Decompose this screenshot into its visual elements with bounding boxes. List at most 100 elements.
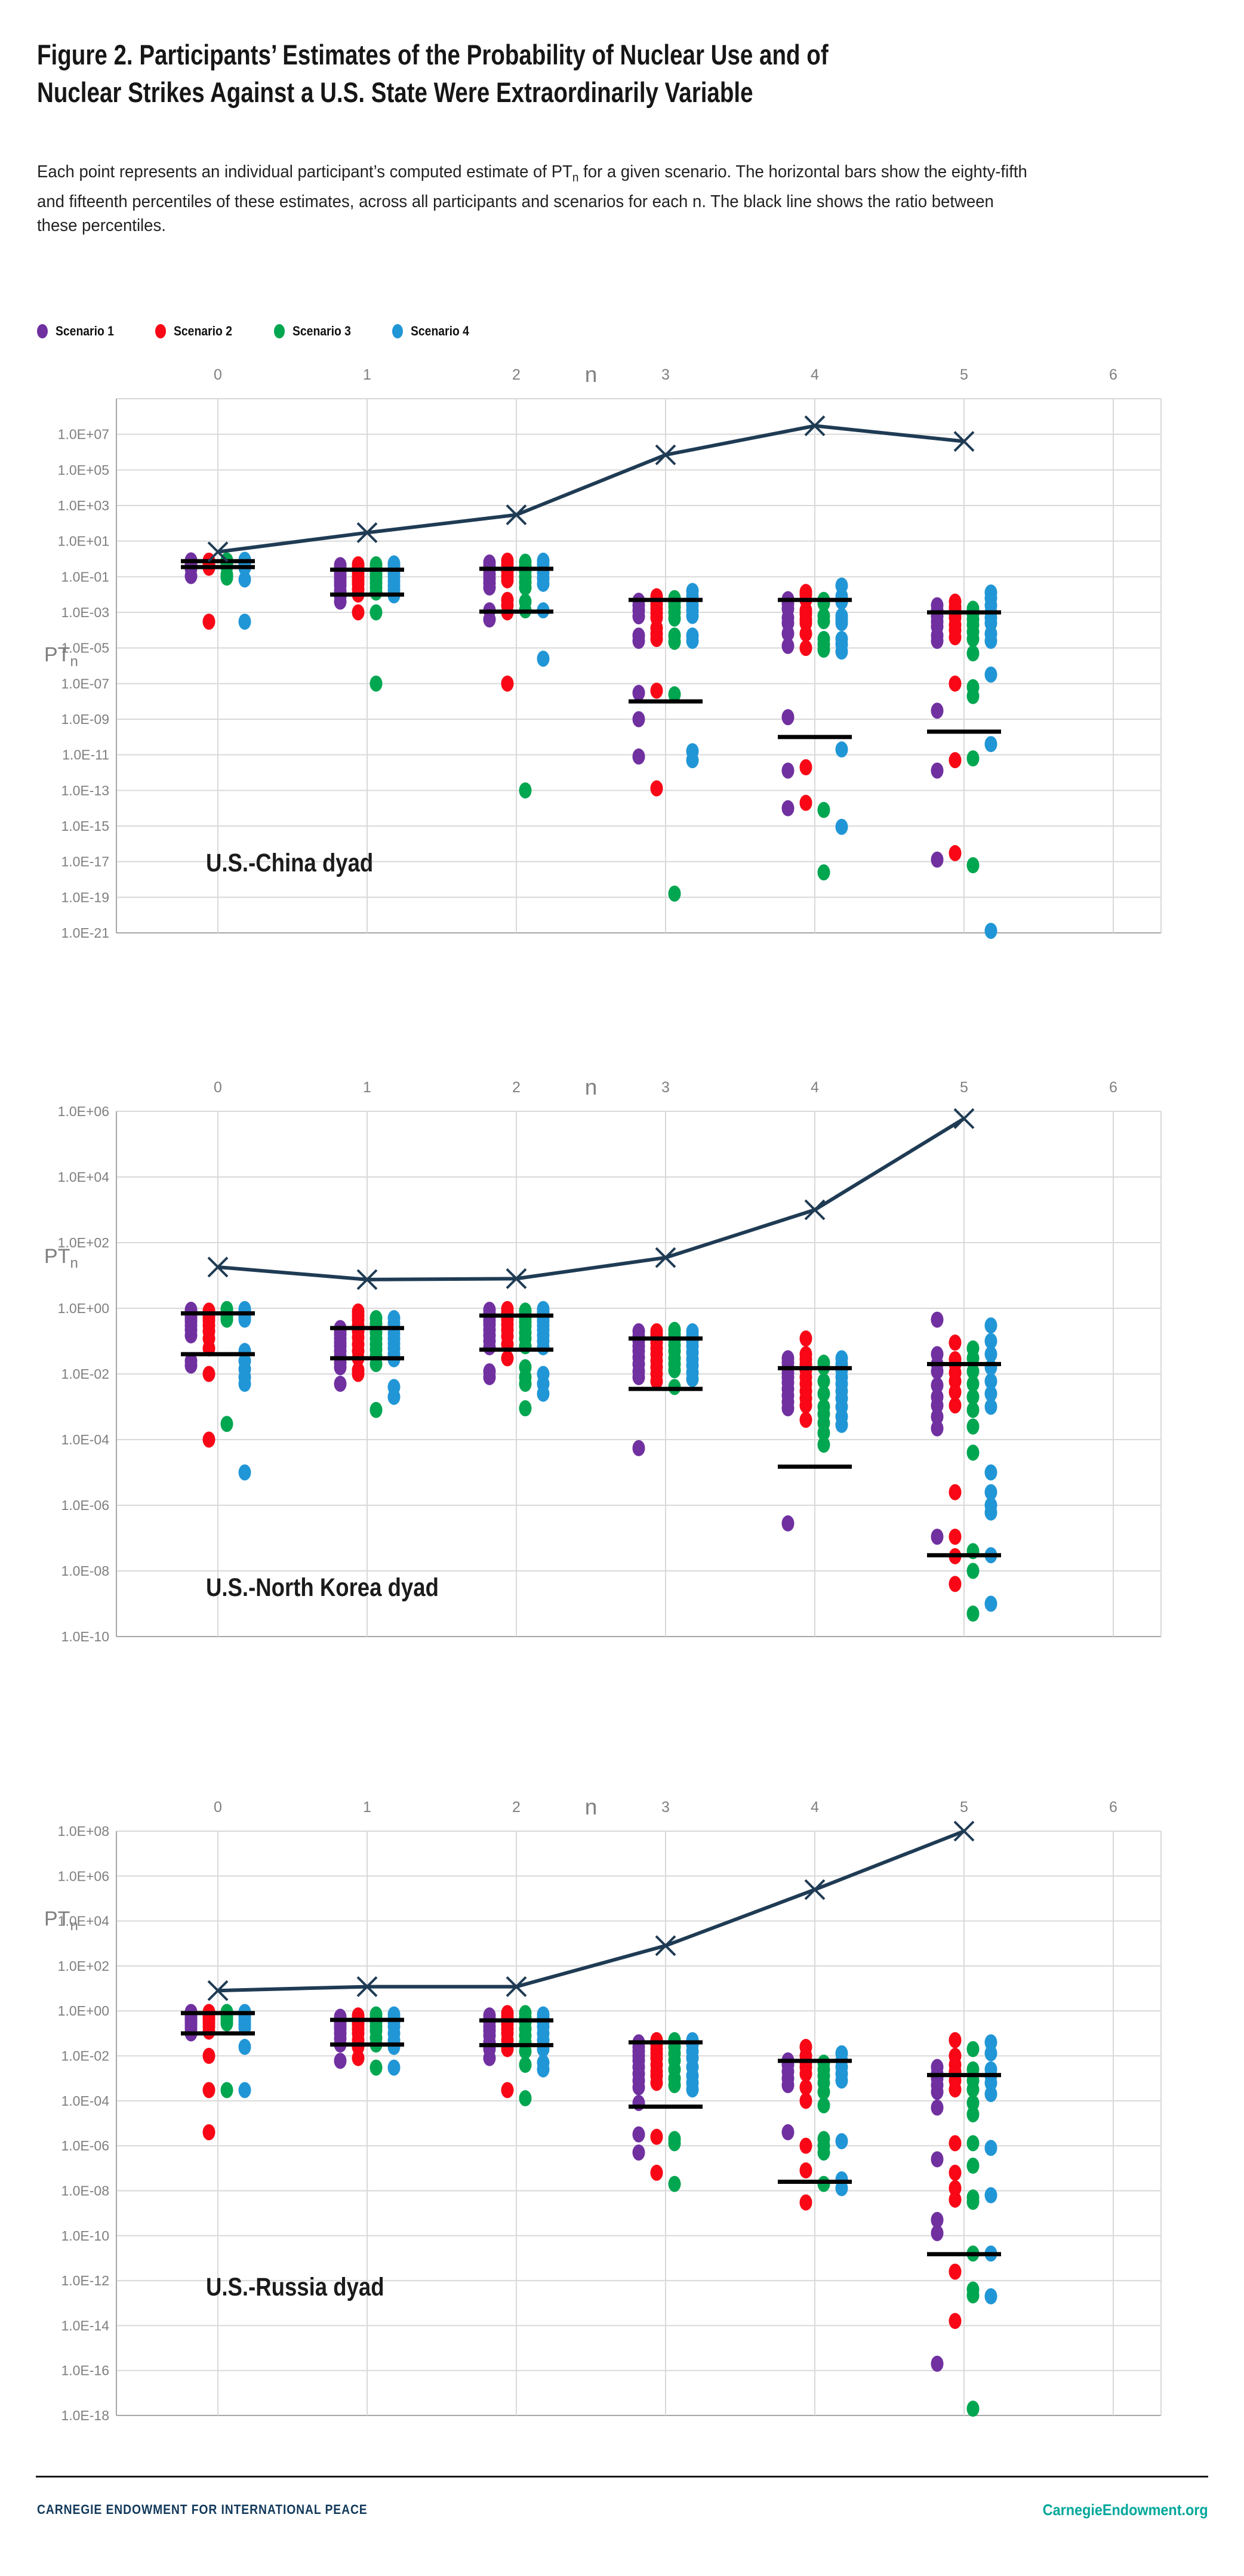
data-point (931, 1397, 944, 1414)
data-point (781, 1515, 795, 1532)
y-tick-label: 1.0E+02 (58, 1958, 109, 1974)
percentile-bar (181, 2031, 255, 2036)
data-point (817, 802, 830, 818)
x-tick-label: 0 (214, 366, 222, 383)
data-point (949, 2135, 962, 2152)
ratio-x-marker (356, 1269, 378, 1290)
data-point (817, 613, 830, 630)
footer-website-link: CarnegieEndowment.org (1043, 2501, 1208, 2519)
ratio-x-marker (655, 1247, 676, 1268)
data-point (632, 685, 645, 701)
data-point (931, 2211, 944, 2228)
data-point (984, 2045, 997, 2062)
y-axis-label-chart-2: PTn (44, 1245, 78, 1272)
percentile-bar (330, 567, 404, 572)
data-point (984, 2075, 997, 2091)
y-tick-label: 1.0E-10 (61, 2228, 109, 2244)
data-point (650, 2164, 663, 2181)
data-point (817, 642, 830, 658)
data-point (238, 1376, 251, 1392)
data-point (537, 1385, 550, 1402)
series-scenario-2 (202, 1301, 962, 1592)
data-point (537, 2061, 550, 2078)
y-tick-label: 1.0E-21 (61, 925, 109, 941)
data-point (931, 2224, 944, 2241)
data-point (966, 1418, 980, 1435)
data-point (519, 2090, 532, 2107)
data-point (966, 2401, 980, 2417)
data-point (949, 1484, 962, 1500)
data-point (781, 709, 795, 726)
data-point (949, 2191, 962, 2208)
data-point (984, 1359, 997, 1376)
chart-title-us-north-korea: U.S.-North Korea dyad (206, 1573, 439, 1602)
x-tick-label: 5 (960, 366, 968, 383)
series-scenario-4 (238, 1301, 997, 1612)
data-point (984, 1373, 997, 1389)
ratio-x-marker (804, 1879, 826, 1900)
percentile-bar (927, 2073, 1001, 2078)
x-tick-label: 4 (811, 1079, 819, 1096)
data-point (184, 568, 198, 584)
data-point (835, 2072, 848, 2089)
y-tick-label: 1.0E-06 (61, 2138, 109, 2153)
data-point (984, 1346, 997, 1363)
data-point (949, 675, 962, 692)
data-point (202, 2124, 215, 2140)
percentile-bar (479, 2043, 553, 2048)
data-point (352, 2050, 365, 2066)
data-point (984, 1484, 997, 1500)
ratio-x-marker (207, 1256, 229, 1278)
y-tick-label: 1.0E+06 (58, 1104, 109, 1119)
x-axis-title: n (585, 362, 598, 387)
data-point (799, 1330, 812, 1347)
data-point (949, 2180, 962, 2196)
data-point (966, 2135, 980, 2152)
percentile-bar (181, 565, 255, 569)
data-point (220, 569, 233, 586)
data-point (238, 571, 251, 588)
subtitle-text-post: for a given scenario. The horizontal bar… (37, 162, 1027, 235)
x-tick-label: 5 (960, 1799, 968, 1816)
y-tick-label: 1.0E+05 (58, 462, 109, 477)
data-point (984, 923, 997, 939)
data-point (632, 2126, 645, 2143)
data-point (931, 1420, 944, 1437)
y-tick-label: 1.0E-02 (61, 2048, 109, 2064)
x-tick-label: 6 (1109, 1079, 1117, 1096)
y-tick-label: 1.0E+06 (58, 1868, 109, 1884)
data-point (949, 1383, 962, 1400)
data-point (352, 604, 365, 621)
x-tick-label: 4 (811, 1799, 819, 1816)
y-axis-label-text: PT (44, 643, 70, 666)
chart-us-north-korea-dyad: 1.0E+06 1.0E+04 1.0E+02 1.0E+00 1.0E-02 1.0E-… (0, 1039, 1244, 1677)
data-point (501, 572, 514, 588)
data-point (519, 1400, 532, 1417)
ratio-x-marker (804, 1199, 826, 1221)
data-point (931, 1377, 944, 1394)
data-point (668, 1362, 681, 1379)
data-point (966, 2193, 980, 2210)
data-point (931, 1363, 944, 1380)
chart-us-china-dyad: 1.0E+07 1.0E+05 1.0E+03 1.0E+01 1.0E-01 1.0E-… (0, 358, 1244, 985)
legend-item-scenario-2: Scenario 2 (155, 323, 240, 339)
data-point (966, 1376, 980, 1392)
chart-canvas: 1.0E+07 1.0E+05 1.0E+03 1.0E+01 1.0E-01 1.0E-… (58, 362, 1162, 941)
percentile-bar (927, 1553, 1001, 1558)
data-point (650, 682, 663, 699)
data-point (799, 2079, 812, 2096)
series-scenario-3 (220, 2004, 980, 2417)
data-point (501, 2082, 514, 2099)
data-point (501, 675, 514, 692)
y-tick-label: 1.0E-15 (61, 818, 109, 834)
data-point (835, 741, 848, 758)
data-point (369, 1401, 383, 1418)
ratio-x-marker (356, 522, 378, 543)
percentile-bar (629, 1336, 703, 1341)
percentile-bar (181, 1352, 255, 1357)
data-point (334, 1376, 347, 1392)
chart-us-russia-dyad: 1.0E+08 1.0E+06 1.0E+04 1.0E+02 1.0E+00 1.0E-… (0, 1761, 1244, 2429)
ratio-x-marker (506, 1268, 527, 1289)
x-tick-label: 4 (811, 366, 819, 383)
y-tick-label: 1.0E-18 (61, 2408, 109, 2423)
